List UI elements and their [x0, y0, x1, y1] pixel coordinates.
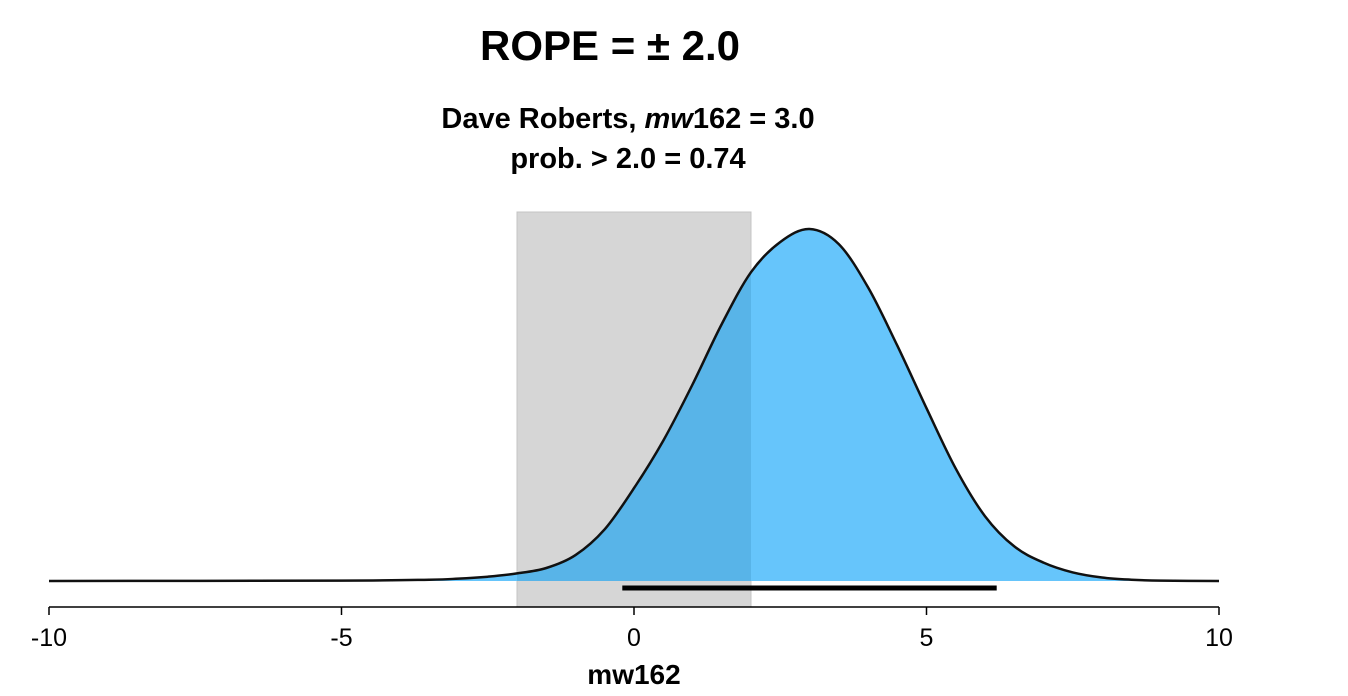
- x-tick-label: 5: [920, 624, 934, 652]
- density-outline: [48, 227, 1220, 583]
- density-rope-overlap: [517, 272, 751, 581]
- chart-subtitle-line-1: Dave Roberts, mw162 = 3.0: [0, 103, 1256, 136]
- x-tick-label: 0: [627, 624, 641, 652]
- chart-title: ROPE = ± 2.0: [480, 22, 740, 69]
- x-tick-label: -10: [31, 624, 67, 652]
- subtitle-variable-italic: mw: [644, 103, 693, 135]
- subtitle-name: Dave Roberts,: [441, 103, 645, 135]
- x-axis-ticks: -10 -5 0 5 10: [31, 607, 1233, 652]
- subtitle-value: 162 = 3.0: [692, 103, 815, 135]
- chart-subtitle-line-2: prob. > 2.0 = 0.74: [510, 143, 746, 175]
- density-area: [49, 228, 1219, 581]
- x-tick-label: 10: [1205, 624, 1233, 652]
- x-axis-title: mw162: [587, 659, 680, 690]
- x-tick-label: -5: [330, 624, 352, 652]
